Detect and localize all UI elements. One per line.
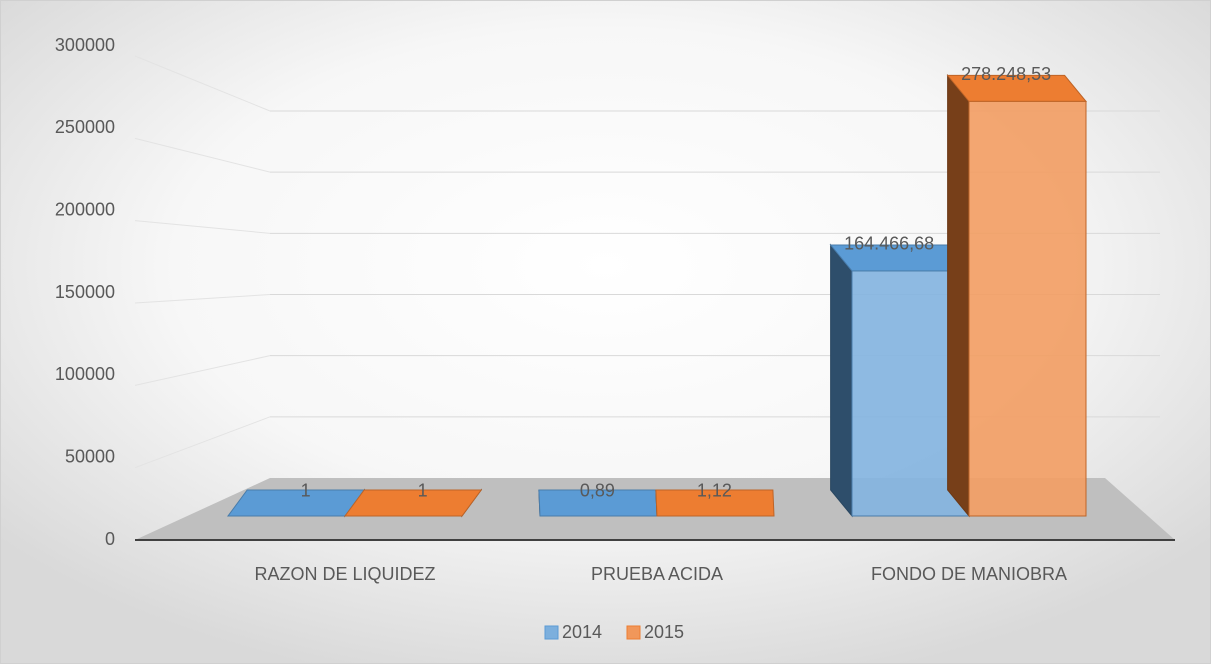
legend-swatch	[627, 626, 640, 639]
y-tick-label: 300000	[55, 35, 115, 55]
bar-side	[831, 245, 852, 516]
y-tick-label: 200000	[55, 199, 115, 219]
y-tick-label: 150000	[55, 282, 115, 302]
y-tick-label: 100000	[55, 364, 115, 384]
bar-top	[228, 490, 364, 516]
bar-top	[345, 490, 481, 516]
data-label: 1	[418, 481, 428, 501]
y-tick-label: 250000	[55, 117, 115, 137]
bar	[228, 490, 364, 516]
data-label: 164.466,68	[844, 234, 934, 254]
bar-side	[948, 75, 969, 516]
legend-label: 2015	[644, 622, 684, 642]
data-label: 0,89	[580, 481, 615, 501]
data-label: 1,12	[697, 481, 732, 501]
legend-label: 2014	[562, 622, 602, 642]
x-tick-label: PRUEBA ACIDA	[591, 564, 723, 584]
legend-swatch	[545, 626, 558, 639]
bar	[345, 490, 481, 516]
bar-front	[969, 101, 1086, 516]
x-tick-label: FONDO DE MANIOBRA	[871, 564, 1067, 584]
data-label: 1	[301, 481, 311, 501]
x-tick-label: RAZON DE LIQUIDEZ	[254, 564, 435, 584]
y-tick-label: 50000	[65, 446, 115, 466]
y-tick-label: 0	[105, 529, 115, 549]
data-label: 278.248,53	[961, 64, 1051, 84]
bar	[948, 75, 1086, 516]
